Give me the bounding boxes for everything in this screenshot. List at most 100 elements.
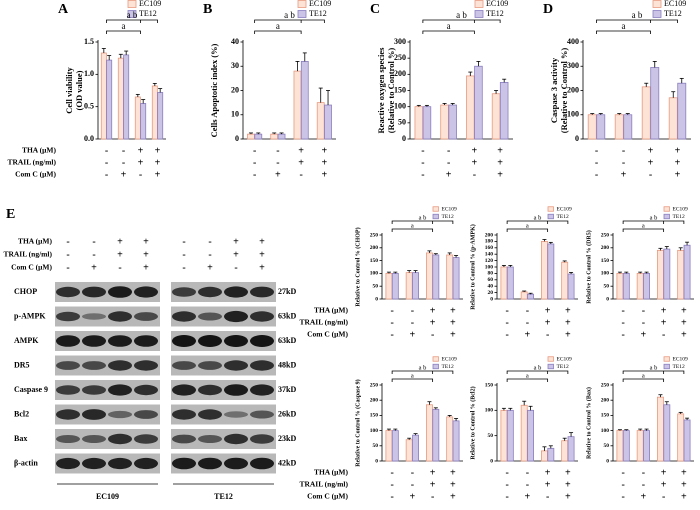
bar [520, 291, 528, 300]
blot-band [250, 360, 274, 371]
treatment-sign: - [390, 305, 393, 316]
treatment-sign: - [411, 479, 414, 490]
blot-row-label: p-AMPK [14, 311, 46, 320]
blot-band [108, 457, 132, 470]
y-tick-label: 180 [485, 239, 494, 245]
treatment-sign: - [473, 169, 476, 180]
blot-strip [55, 404, 160, 425]
significance-bracket [506, 228, 549, 232]
blot-row-label: Bcl2 [14, 409, 29, 418]
blot-band [134, 384, 158, 396]
bar [527, 293, 535, 300]
treatment-sign: - [595, 145, 598, 156]
blot-band [172, 409, 196, 420]
treatment-sign: + [565, 467, 571, 478]
y-tick-label: 150 [601, 258, 610, 264]
bar [134, 96, 141, 140]
blot-band [224, 411, 248, 418]
treatment-sign: - [505, 317, 508, 328]
bar [540, 450, 548, 462]
bar [316, 102, 325, 140]
bar [668, 97, 678, 140]
blot-strip [171, 282, 276, 302]
treatment-sign: - [505, 467, 508, 478]
treatment-sign: + [565, 305, 571, 316]
treatment-sign: - [253, 145, 256, 156]
legend-swatch [127, 0, 137, 8]
bar [540, 240, 548, 300]
bar [247, 133, 255, 140]
blot-band [224, 360, 248, 371]
y-tick-label: 200 [485, 232, 494, 238]
blot-strip [55, 306, 160, 327]
legend-label: EC109 [139, 0, 161, 8]
treatment-sign: - [621, 317, 624, 328]
treatment-sign: - [431, 491, 434, 502]
legend-swatch [663, 363, 670, 370]
legend-swatch [663, 213, 670, 220]
treatment-sign: + [233, 236, 239, 247]
blot-band [250, 434, 274, 444]
blot-strip [171, 380, 276, 400]
treatment-sign: + [648, 157, 654, 168]
legend-swatch [547, 213, 554, 220]
treatment-sign: + [91, 262, 97, 273]
legend-label: EC109 [557, 356, 573, 362]
treatment-sign: - [622, 157, 625, 168]
y-tick-label: 400 [567, 37, 579, 46]
y-tick-label: 0.0 [84, 134, 94, 143]
y-tick-label: 40 [231, 37, 239, 46]
legend-swatch [663, 356, 670, 362]
legend-swatch [474, 0, 484, 8]
y-tick-label: 0 [375, 458, 378, 464]
legend-swatch [127, 10, 137, 18]
blot-band [250, 335, 274, 347]
blot-band [108, 335, 132, 347]
blot-size-label: 63kD [278, 336, 296, 345]
bar [636, 430, 644, 462]
bar [683, 244, 691, 300]
treatment-sign: - [276, 145, 279, 156]
blot-band [250, 286, 274, 298]
blot-band [198, 435, 222, 443]
treatment-label: TRAIL (ng/ml) [3, 250, 52, 259]
significance-label: a b [419, 214, 427, 221]
y-tick-label: 0 [402, 134, 406, 143]
panel-letter: E [6, 207, 15, 222]
blot-band [198, 457, 222, 470]
treatment-sign: - [253, 169, 256, 180]
bar [643, 272, 651, 300]
bar [270, 133, 279, 140]
treatment-sign: + [681, 329, 687, 340]
treatment-sign: - [139, 169, 142, 180]
blot-band [108, 360, 132, 371]
y-tick-label: 150 [485, 382, 494, 388]
significance-label: a b [419, 364, 427, 371]
significance-bracket [106, 30, 141, 34]
y-tick-label: 30 [231, 61, 239, 70]
treatment-label: THA (μM) [18, 237, 53, 246]
y-tick-label: 0 [606, 296, 609, 302]
legend-label: TE12 [442, 214, 454, 220]
y-tick-label: 100 [601, 271, 610, 277]
legend-label: TE12 [442, 364, 454, 370]
bar [567, 436, 575, 462]
y-tick-label: 250 [601, 232, 610, 238]
bar [140, 103, 147, 140]
panel-letter: D [543, 2, 553, 17]
y-axis-label: Cells Apoptotic index (%) [209, 43, 219, 137]
treatment-sign: + [525, 491, 531, 502]
legend-swatch [547, 363, 554, 370]
blot-size-label: 27kD [278, 287, 296, 296]
y-tick-label: 200 [370, 245, 379, 251]
bar [656, 249, 664, 300]
treatment-sign: - [642, 467, 645, 478]
treatment-sign: + [117, 236, 123, 247]
treatment-sign: + [641, 329, 647, 340]
treatment-sign: - [621, 305, 624, 316]
treatment-sign: + [450, 467, 456, 478]
treatment-sign: - [92, 249, 95, 260]
legend-label: TE12 [664, 9, 682, 18]
treatment-sign: + [497, 145, 503, 156]
bar [616, 430, 624, 462]
